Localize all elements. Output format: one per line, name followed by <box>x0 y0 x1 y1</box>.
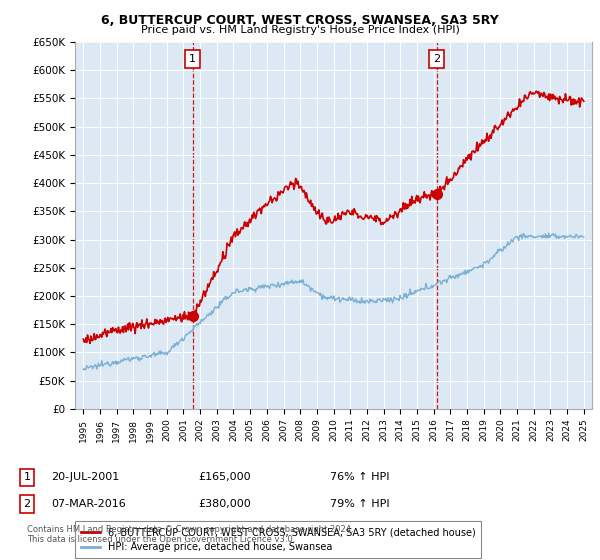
Text: 1: 1 <box>23 472 31 482</box>
Text: £165,000: £165,000 <box>198 472 251 482</box>
Text: Contains HM Land Registry data © Crown copyright and database right 2024.
This d: Contains HM Land Registry data © Crown c… <box>27 525 353 544</box>
Text: 2: 2 <box>433 54 440 64</box>
Text: 79% ↑ HPI: 79% ↑ HPI <box>330 499 389 509</box>
Text: 76% ↑ HPI: 76% ↑ HPI <box>330 472 389 482</box>
Text: £380,000: £380,000 <box>198 499 251 509</box>
Text: 2: 2 <box>23 499 31 509</box>
Text: Price paid vs. HM Land Registry's House Price Index (HPI): Price paid vs. HM Land Registry's House … <box>140 25 460 35</box>
Text: 07-MAR-2016: 07-MAR-2016 <box>51 499 126 509</box>
Text: 20-JUL-2001: 20-JUL-2001 <box>51 472 119 482</box>
Text: 1: 1 <box>189 54 196 64</box>
Text: 6, BUTTERCUP COURT, WEST CROSS, SWANSEA, SA3 5RY: 6, BUTTERCUP COURT, WEST CROSS, SWANSEA,… <box>101 14 499 27</box>
Legend: 6, BUTTERCUP COURT, WEST CROSS, SWANSEA, SA3 5RY (detached house), HPI: Average : 6, BUTTERCUP COURT, WEST CROSS, SWANSEA,… <box>74 521 481 558</box>
